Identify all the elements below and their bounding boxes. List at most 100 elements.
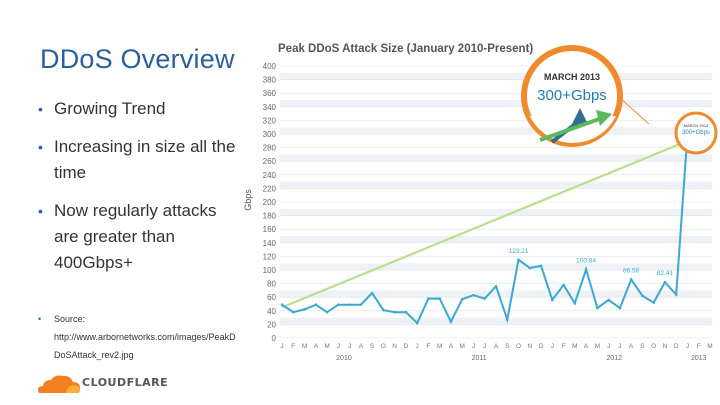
x-tick-label: F	[562, 343, 566, 350]
x-tick-label: A	[629, 343, 634, 350]
data-point	[460, 297, 464, 301]
grid-band	[280, 140, 712, 148]
data-point	[641, 294, 644, 298]
data-point	[280, 303, 284, 306]
x-tick-label: O	[651, 343, 656, 350]
data-label: 86.58	[623, 268, 640, 275]
y-tick-label: 400	[263, 62, 277, 71]
x-tick-label: M	[302, 343, 307, 350]
grid-band	[280, 154, 712, 162]
y-tick-label: 160	[263, 225, 277, 234]
x-tick-label: N	[527, 343, 532, 350]
data-point	[359, 303, 363, 306]
callout-small-value: 300+Gbps	[682, 130, 710, 136]
x-tick-label: J	[416, 343, 419, 350]
grid-band	[280, 236, 712, 243]
x-tick-label: D	[539, 343, 544, 350]
cloudflare-logo: CLOUDFLARE	[36, 369, 176, 397]
y-tick-label: 320	[263, 116, 277, 125]
year-label: 2011	[472, 355, 487, 362]
data-point	[404, 310, 408, 314]
y-tick-label: 220	[263, 184, 277, 193]
slide-title: DDoS Overview	[40, 44, 235, 74]
x-tick-label: F	[291, 343, 295, 350]
data-point	[325, 310, 329, 314]
grid-band	[280, 195, 712, 202]
data-point	[494, 285, 498, 288]
data-point	[596, 306, 599, 310]
data-point	[291, 310, 295, 314]
data-point	[505, 318, 509, 321]
series-points	[280, 125, 712, 325]
grid-band	[280, 168, 712, 175]
callout-small: MARCH 2013 300+Gbps	[674, 111, 718, 155]
x-tick-label: A	[584, 343, 589, 350]
y-tick-label: 140	[263, 239, 277, 248]
year-label: 2013	[691, 355, 707, 362]
grid-band	[280, 127, 712, 134]
grid-band	[280, 222, 712, 230]
x-tick-label: J	[686, 343, 689, 350]
data-point	[314, 303, 318, 306]
data-point	[584, 268, 588, 271]
y-tick-label: 260	[263, 157, 277, 166]
data-point	[663, 280, 667, 284]
year-labels: 2010 2011 2012 2013	[336, 355, 706, 362]
logo-wordmark: CLOUDFLARE	[82, 376, 169, 389]
grid-band	[280, 72, 712, 80]
grid-band	[280, 304, 712, 311]
x-tick-label: J	[607, 343, 610, 350]
data-point	[449, 320, 453, 323]
y-tick-label: 360	[263, 89, 277, 98]
callout-large-value: 300+Gbps	[537, 87, 607, 104]
x-tick-label: N	[663, 343, 668, 350]
x-tick-label: A	[359, 343, 364, 350]
x-tick-label: M	[437, 343, 442, 350]
x-tick-label: D	[674, 343, 679, 350]
data-point	[415, 321, 419, 325]
callout-arrowhead-blue	[572, 108, 588, 124]
x-tick-label: A	[449, 343, 454, 350]
x-tick-label: J	[551, 343, 554, 350]
grid-band	[280, 100, 712, 107]
x-tick-label: O	[516, 343, 521, 350]
y-tick-label: 0	[272, 334, 277, 343]
x-tick-label: S	[640, 343, 645, 350]
x-tick-label: F	[697, 343, 701, 350]
callout-small-date: MARCH 2013	[684, 123, 709, 128]
y-tick-label: 240	[263, 171, 277, 180]
data-label: 100.84	[576, 257, 596, 264]
data-point	[528, 266, 532, 270]
bullet-increasing-size: Increasing in size all the time	[38, 134, 243, 186]
grid-band	[280, 86, 712, 94]
data-point	[607, 298, 610, 302]
source-note: Source: http://www.arbornetworks.com/ima…	[38, 310, 238, 364]
x-tick-label: J	[280, 343, 283, 350]
grid-band	[280, 181, 712, 189]
y-tick-label: 180	[263, 212, 277, 221]
y-tick-label: 100	[263, 266, 277, 275]
callout-small-ring	[674, 111, 718, 155]
data-label: 82.41	[657, 270, 674, 277]
y-tick-label: 60	[267, 293, 276, 302]
cloud-icon	[38, 375, 80, 393]
data-point	[438, 297, 441, 300]
y-tick-label: 40	[267, 307, 276, 316]
x-tick-label: A	[494, 343, 499, 350]
gridlines	[280, 59, 712, 339]
x-tick-label: J	[337, 343, 340, 350]
callout-large-date: MARCH 2013	[544, 72, 600, 82]
x-tick-label: D	[404, 343, 409, 350]
bullet-growing-trend: Growing Trend	[38, 96, 166, 122]
trend-line	[281, 132, 705, 309]
data-point	[348, 303, 351, 306]
y-tick-label: 340	[263, 103, 277, 112]
y-tick-labels: 0 20 40 60 80 100 120 140 160 180 200 220 240 260 280 3…	[263, 62, 277, 343]
data-point	[337, 303, 340, 306]
data-point	[629, 278, 633, 281]
y-tick-label: 120	[263, 252, 277, 261]
x-tick-label: M	[595, 343, 600, 350]
data-point	[382, 308, 385, 312]
x-tick-label: M	[324, 343, 329, 350]
